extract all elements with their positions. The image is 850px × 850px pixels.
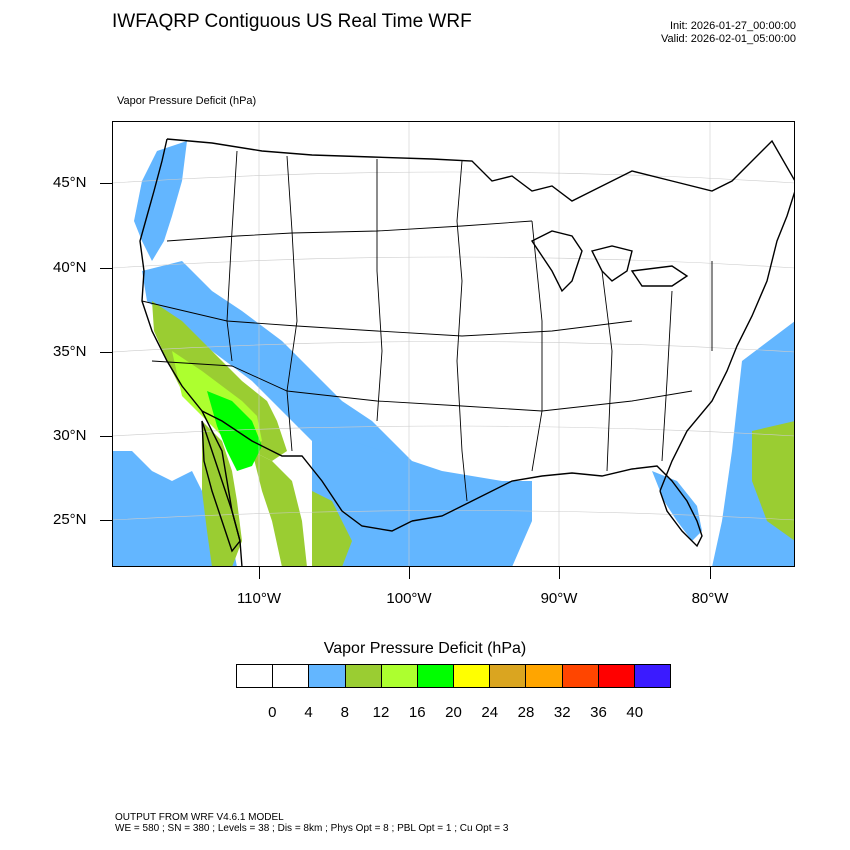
- colorbar-label: 32: [553, 704, 571, 721]
- footer-config-line: WE = 580 ; SN = 380 ; Levels = 38 ; Dis …: [115, 823, 509, 834]
- footer-info: OUTPUT FROM WRF V4.6.1 MODEL WE = 580 ; …: [115, 812, 508, 834]
- colorbar-cell: [454, 665, 491, 687]
- colorbar-cell: [526, 665, 563, 687]
- lat-label-30: 30°N: [53, 427, 87, 444]
- vpd-region-mexico-olive: [202, 421, 242, 567]
- lat-label-40: 40°N: [53, 259, 87, 276]
- colorbar-cell: [634, 665, 671, 687]
- us-mexico-border: [201, 410, 413, 532]
- vpd-region-atlantic-olive: [752, 421, 795, 541]
- vpd-region-texas-mexico: [312, 431, 532, 567]
- lon-tick: [559, 567, 560, 579]
- us-canada-border: [166, 138, 795, 202]
- colorbar-cell: [490, 665, 527, 687]
- colorbar-label: 28: [517, 704, 535, 721]
- colorbar-label: 36: [590, 704, 607, 721]
- lat-label-35: 35°N: [53, 343, 87, 360]
- lat-tick: [100, 183, 112, 184]
- map-frame: [112, 121, 795, 567]
- colorbar-cell: [562, 665, 599, 687]
- vpd-region-sierra-madre-olive: [252, 451, 307, 567]
- colorbar-label: 4: [304, 704, 313, 721]
- lon-label-110: 110°W: [236, 590, 282, 607]
- colorbar-label: 40: [626, 704, 644, 721]
- lat-label-25: 25°N: [53, 511, 87, 528]
- coastlines-and-borders: [139, 138, 795, 567]
- colorbar-label: 8: [340, 704, 349, 721]
- colorbar-cell: [417, 665, 455, 687]
- field-label: Vapor Pressure Deficit (hPa): [117, 95, 257, 107]
- plot-title: IWFAQRP Contiguous US Real Time WRF: [112, 11, 472, 32]
- vpd-region-west-coast: [134, 141, 187, 261]
- colorbar-title: Vapor Pressure Deficit (hPa): [323, 640, 527, 657]
- lon-label-80: 80°W: [691, 590, 729, 607]
- vpd-region-west-interior: [142, 261, 432, 501]
- lon-label-90: 90°W: [540, 590, 578, 607]
- vpd-region-sonora-green: [207, 391, 262, 471]
- colorbar: [236, 664, 671, 688]
- colorbar-cell: [345, 665, 382, 687]
- colorbar-label: 24: [481, 704, 499, 721]
- vpd-region-pacific: [112, 451, 237, 567]
- time-info: Init: 2026-01-27_00:00:00 Valid: 2026-02…: [661, 20, 796, 46]
- lon-tick: [259, 567, 260, 579]
- colorbar-label: 0: [268, 704, 277, 721]
- colorbar-cell: [598, 665, 635, 687]
- valid-time: Valid: 2026-02-01_05:00:00: [661, 33, 796, 45]
- map-panel: [112, 121, 795, 567]
- lat-tick: [100, 436, 112, 437]
- lat-tick: [100, 268, 112, 269]
- colorbar-cell: [273, 665, 310, 687]
- west-coastline: [139, 138, 243, 567]
- colorbar-label: 16: [408, 704, 426, 721]
- lon-tick: [409, 567, 410, 579]
- footer-model-line: OUTPUT FROM WRF V4.6.1 MODEL: [115, 812, 284, 823]
- east-coastline: [659, 190, 795, 492]
- colorbar-label: 12: [372, 704, 390, 721]
- vpd-region-florida: [652, 471, 702, 541]
- lon-label-100: 100°W: [386, 590, 432, 607]
- colorbar-cell: [309, 665, 346, 687]
- init-time: Init: 2026-01-27_00:00:00: [670, 20, 796, 32]
- state-boundaries: [141, 150, 713, 502]
- lon-tick: [710, 567, 711, 579]
- baja-california: [201, 420, 241, 553]
- colorbar-label: 20: [445, 704, 462, 721]
- lat-label-45: 45°N: [53, 174, 87, 191]
- lat-tick: [100, 352, 112, 353]
- lat-tick: [100, 520, 112, 521]
- gulf-coastline: [411, 465, 703, 548]
- colorbar-cell: [381, 665, 418, 687]
- colorbar-cell: [237, 665, 274, 687]
- vpd-region-gulf-olive: [312, 491, 352, 567]
